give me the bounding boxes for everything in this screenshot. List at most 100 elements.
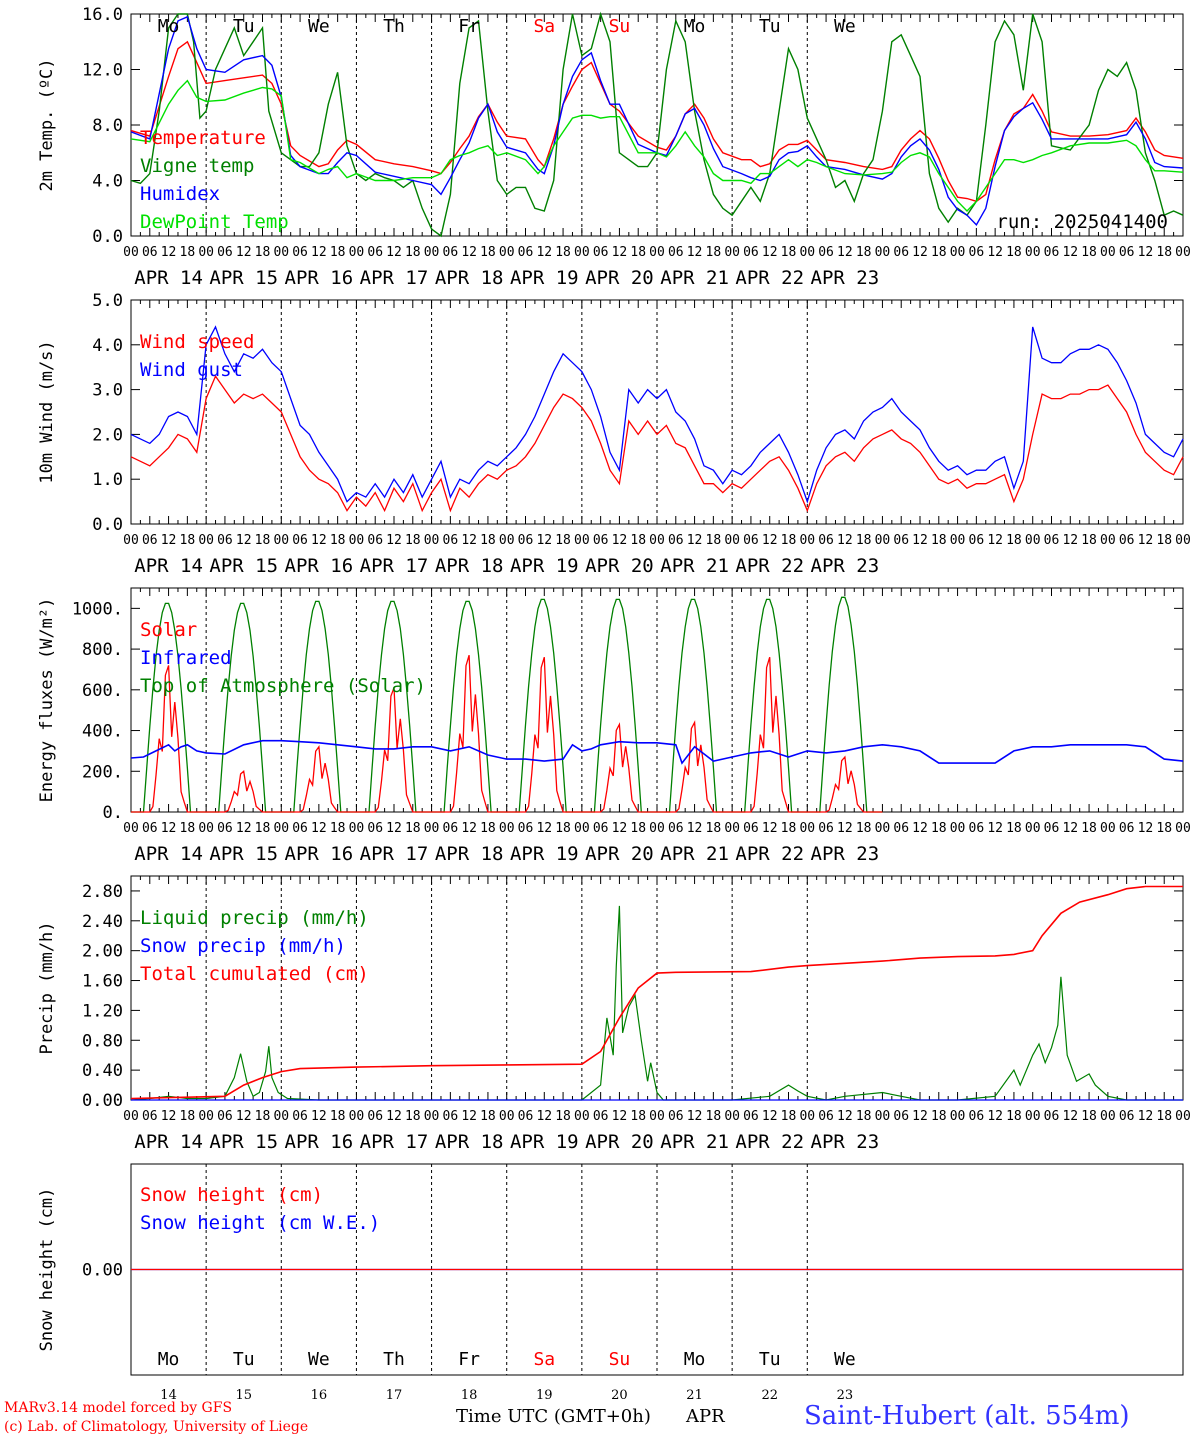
hour-tick-label: 00 (499, 245, 515, 260)
hour-tick-label: 06 (443, 245, 459, 260)
y-tick-label: 0.00 (82, 1091, 123, 1111)
y-tick-label: 5.0 (92, 291, 123, 311)
y-tick-label: 800. (82, 640, 123, 660)
date-tick-label: APR 19 (510, 267, 579, 289)
hour-tick-label: 12 (386, 245, 402, 260)
date-tick-label: APR 18 (435, 267, 504, 289)
hour-tick-label: 12 (386, 1109, 402, 1124)
date-tick-label: APR 14 (134, 1131, 203, 1153)
hour-tick-label: 06 (217, 533, 233, 548)
day-number-label: 21 (686, 1388, 703, 1403)
hour-tick-label: 06 (593, 245, 609, 260)
hour-tick-label: 06 (893, 1109, 909, 1124)
station-name: Saint-Hubert (alt. 554m) (804, 1401, 1130, 1431)
hour-tick-label: 18 (555, 245, 571, 260)
legend-wind-speed: Wind speed (140, 331, 254, 353)
hour-tick-label: 00 (1100, 1109, 1116, 1124)
legend-total-cumulated-cm: Total cumulated (cm) (140, 963, 369, 985)
hour-tick-label: 00 (1175, 245, 1191, 260)
hour-tick-label: 06 (969, 821, 985, 836)
hour-tick-label: 00 (574, 821, 590, 836)
y-tick-label: 1.60 (82, 972, 123, 992)
hour-tick-label: 18 (1156, 1109, 1172, 1124)
hour-tick-label: 12 (987, 245, 1003, 260)
hour-tick-label: 18 (405, 821, 421, 836)
hour-tick-label: 00 (273, 821, 289, 836)
hour-tick-label: 06 (292, 821, 308, 836)
hour-tick-label: 00 (1100, 533, 1116, 548)
y-axis-label: 2m Temp. (ºC) (37, 58, 57, 191)
hour-tick-label: 06 (367, 533, 383, 548)
hour-tick-label: 00 (349, 245, 365, 260)
day-of-week-label: We (834, 1349, 856, 1370)
hour-tick-label: 00 (1100, 245, 1116, 260)
hour-tick-label: 18 (330, 821, 346, 836)
y-tick-label: 400. (82, 722, 123, 742)
hour-tick-label: 06 (1044, 533, 1060, 548)
date-tick-label: APR 21 (660, 1131, 729, 1153)
hour-tick-label: 18 (1081, 245, 1097, 260)
hour-tick-label: 06 (443, 1109, 459, 1124)
hour-tick-label: 18 (1081, 533, 1097, 548)
date-tick-label: APR 22 (735, 267, 804, 289)
day-number-label: 20 (611, 1388, 628, 1403)
y-tick-label: 0.0 (92, 515, 123, 535)
legend-top-of-atmosphere-solar: Top of Atmosphere (Solar) (140, 675, 426, 697)
hour-tick-label: 06 (593, 533, 609, 548)
y-tick-label: 12.0 (82, 61, 123, 81)
hour-tick-label: 18 (630, 533, 646, 548)
hour-tick-label: 12 (311, 245, 327, 260)
hour-tick-label: 00 (123, 533, 139, 548)
hour-tick-label: 06 (443, 821, 459, 836)
hour-tick-label: 12 (161, 245, 177, 260)
hour-tick-label: 00 (574, 1109, 590, 1124)
footer-lab-credit: (c) Lab. of Climatology, University of L… (4, 1419, 309, 1435)
legend-snow-height-cm-w-e: Snow height (cm W.E.) (140, 1212, 380, 1234)
day-of-week-label: We (308, 1349, 330, 1370)
date-tick-label: APR 22 (735, 1131, 804, 1153)
hour-tick-label: 00 (950, 821, 966, 836)
date-tick-label: APR 14 (134, 267, 203, 289)
day-of-week-label: Tu (759, 1349, 781, 1370)
hour-tick-label: 12 (536, 1109, 552, 1124)
hour-tick-label: 12 (1062, 245, 1078, 260)
hour-tick-label: 18 (706, 533, 722, 548)
y-axis-label: 10m Wind (m/s) (37, 340, 57, 483)
hour-tick-label: 12 (987, 533, 1003, 548)
y-tick-label: 200. (82, 762, 123, 782)
hour-tick-label: 06 (893, 245, 909, 260)
hour-tick-label: 12 (386, 533, 402, 548)
series-dewpoint-temp (130, 79, 1184, 213)
series-wind-gust (130, 325, 1184, 504)
hour-tick-label: 18 (330, 245, 346, 260)
hour-tick-label: 18 (856, 821, 872, 836)
day-of-week-label: Su (609, 16, 631, 37)
hour-tick-label: 06 (367, 1109, 383, 1124)
hour-tick-label: 00 (349, 533, 365, 548)
hour-tick-label: 18 (330, 1109, 346, 1124)
hour-tick-label: 06 (668, 821, 684, 836)
y-tick-label: 2.40 (82, 912, 123, 932)
hour-tick-label: 18 (856, 533, 872, 548)
hour-tick-label: 18 (1006, 821, 1022, 836)
hour-tick-label: 18 (1081, 1109, 1097, 1124)
day-of-week-label: We (308, 16, 330, 37)
hour-tick-label: 06 (969, 533, 985, 548)
hour-tick-label: 18 (480, 533, 496, 548)
hour-tick-label: 12 (687, 1109, 703, 1124)
hour-tick-label: 06 (1119, 245, 1135, 260)
hour-tick-label: 06 (743, 245, 759, 260)
hour-tick-label: 18 (931, 821, 947, 836)
hour-tick-label: 00 (424, 1109, 440, 1124)
hour-tick-label: 18 (1156, 821, 1172, 836)
hour-tick-label: 12 (311, 1109, 327, 1124)
day-of-week-label: Fr (458, 1349, 480, 1370)
hour-tick-label: 18 (180, 1109, 196, 1124)
hour-tick-label: 06 (818, 533, 834, 548)
date-tick-label: APR 16 (285, 267, 354, 289)
hour-tick-label: 18 (1006, 533, 1022, 548)
day-number-label: 17 (386, 1388, 403, 1403)
date-tick-label: APR 21 (660, 555, 729, 577)
hour-tick-label: 00 (875, 533, 891, 548)
hour-tick-label: 18 (781, 533, 797, 548)
